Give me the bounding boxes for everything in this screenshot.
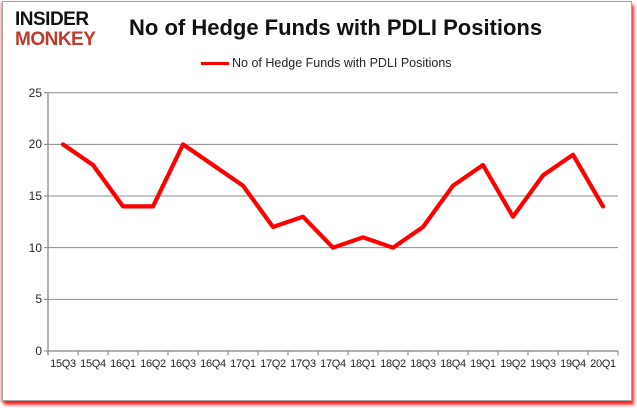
series-line xyxy=(60,142,606,250)
y-tick-label: 20 xyxy=(28,137,42,152)
x-tick-label: 16Q3 xyxy=(170,358,196,370)
x-tick-label: 19Q1 xyxy=(470,358,496,370)
y-tick-label: 25 xyxy=(28,85,42,100)
insider-monkey-logo: INSIDER MONKEY xyxy=(15,9,96,50)
x-tick-label: 19Q3 xyxy=(530,358,556,370)
plot-area xyxy=(44,92,619,356)
x-tick-label: 17Q1 xyxy=(230,358,256,370)
x-tick-label: 15Q4 xyxy=(80,358,106,370)
y-tick-label: 0 xyxy=(35,344,42,358)
legend-label: No of Hedge Funds with PDLI Positions xyxy=(232,56,452,70)
y-tick-label: 5 xyxy=(35,292,42,307)
legend: No of Hedge Funds with PDLI Positions xyxy=(201,56,452,70)
logo-line-insider: INSIDER xyxy=(15,9,89,30)
x-tick-label: 17Q3 xyxy=(290,358,316,370)
x-tick-label: 16Q1 xyxy=(110,358,136,370)
logo-line-monkey: MONKEY xyxy=(15,29,96,50)
x-tick-label: 16Q2 xyxy=(140,358,166,370)
chart-card: INSIDER MONKEY No of Hedge Funds with PD… xyxy=(2,1,632,401)
x-tick-label: 18Q1 xyxy=(350,358,376,370)
x-tick-label: 19Q2 xyxy=(500,358,526,370)
x-tick-label: 18Q3 xyxy=(410,358,436,370)
x-tick-label: 16Q4 xyxy=(200,358,226,370)
chart-title: No of Hedge Funds with PDLI Positions xyxy=(129,15,543,40)
legend-line-swatch xyxy=(201,61,229,65)
x-tick-label: 15Q3 xyxy=(50,358,76,370)
x-tick-label: 18Q2 xyxy=(380,358,406,370)
x-tick-label: 19Q4 xyxy=(560,358,586,370)
x-tick-label: 20Q1 xyxy=(590,358,616,370)
y-tick-label: 15 xyxy=(28,189,42,204)
x-tick-label: 17Q4 xyxy=(320,358,346,370)
x-tick-label: 17Q2 xyxy=(260,358,286,370)
x-tick-label: 18Q4 xyxy=(440,358,466,370)
y-tick-label: 10 xyxy=(28,240,42,255)
